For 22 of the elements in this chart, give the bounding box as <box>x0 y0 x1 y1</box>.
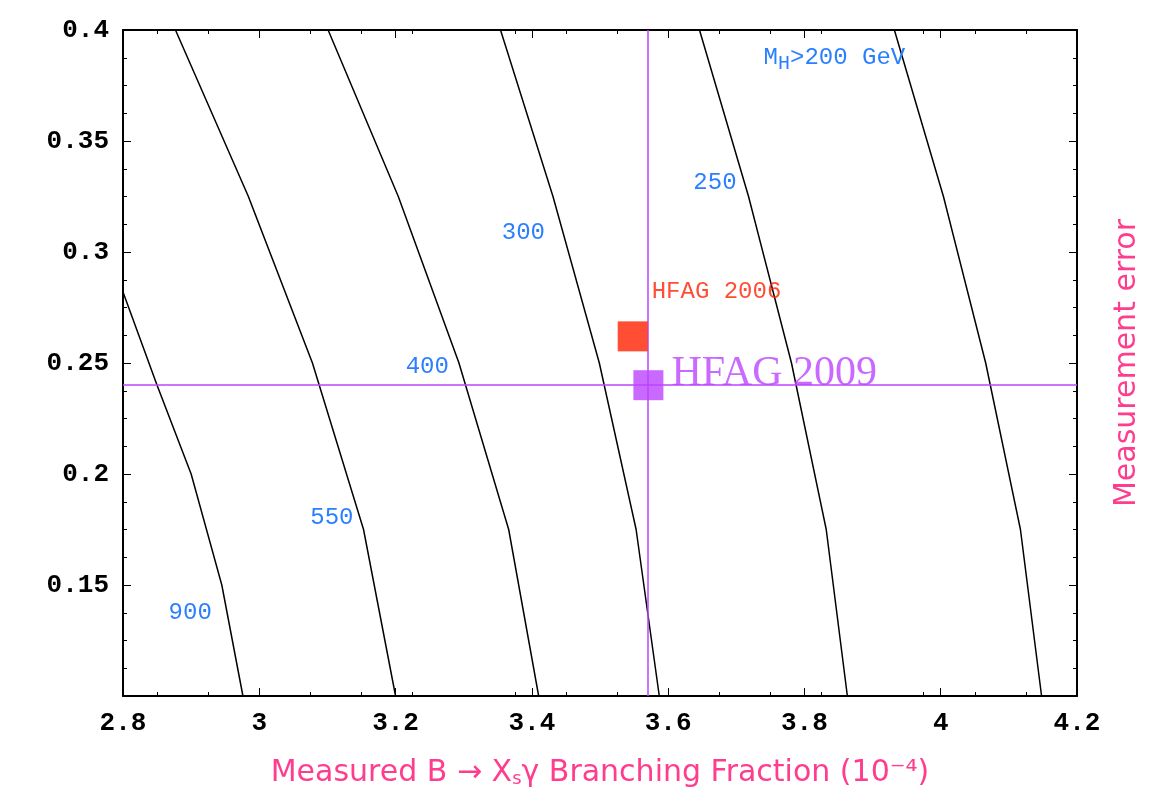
y-tick-label: 0.4 <box>62 15 109 45</box>
x-tick-label: 3.8 <box>781 708 828 738</box>
y-tick-label: 0.25 <box>46 348 109 378</box>
x-axis-title: Measured B → Xsγ Branching Fraction (10⁻⁴) <box>270 752 930 788</box>
series-label: 300 <box>501 218 545 246</box>
x-tick-label: 3.6 <box>644 708 692 738</box>
series-label: 250 <box>693 168 737 196</box>
x-tick-label: 4 <box>932 708 949 738</box>
y-tick-label: 0.15 <box>46 570 109 600</box>
x-tick-label: 4.2 <box>1053 708 1101 738</box>
y-axis-title: Measurement error <box>1106 218 1142 508</box>
y-tick-label: 0.3 <box>62 237 109 267</box>
series-label: HFAG 2009 <box>671 348 878 395</box>
x-tick-label: 3.4 <box>508 708 556 738</box>
series-label: 400 <box>405 353 449 380</box>
x-tick-label: 3 <box>251 708 268 738</box>
x-tick-label: 3.2 <box>372 708 419 738</box>
series-label: 550 <box>310 503 354 531</box>
y-tick-label: 0.35 <box>46 126 109 156</box>
y-tick-label: 0.2 <box>62 459 109 489</box>
x-tick-label: 2.8 <box>99 708 147 738</box>
series-label: 900 <box>168 599 212 626</box>
